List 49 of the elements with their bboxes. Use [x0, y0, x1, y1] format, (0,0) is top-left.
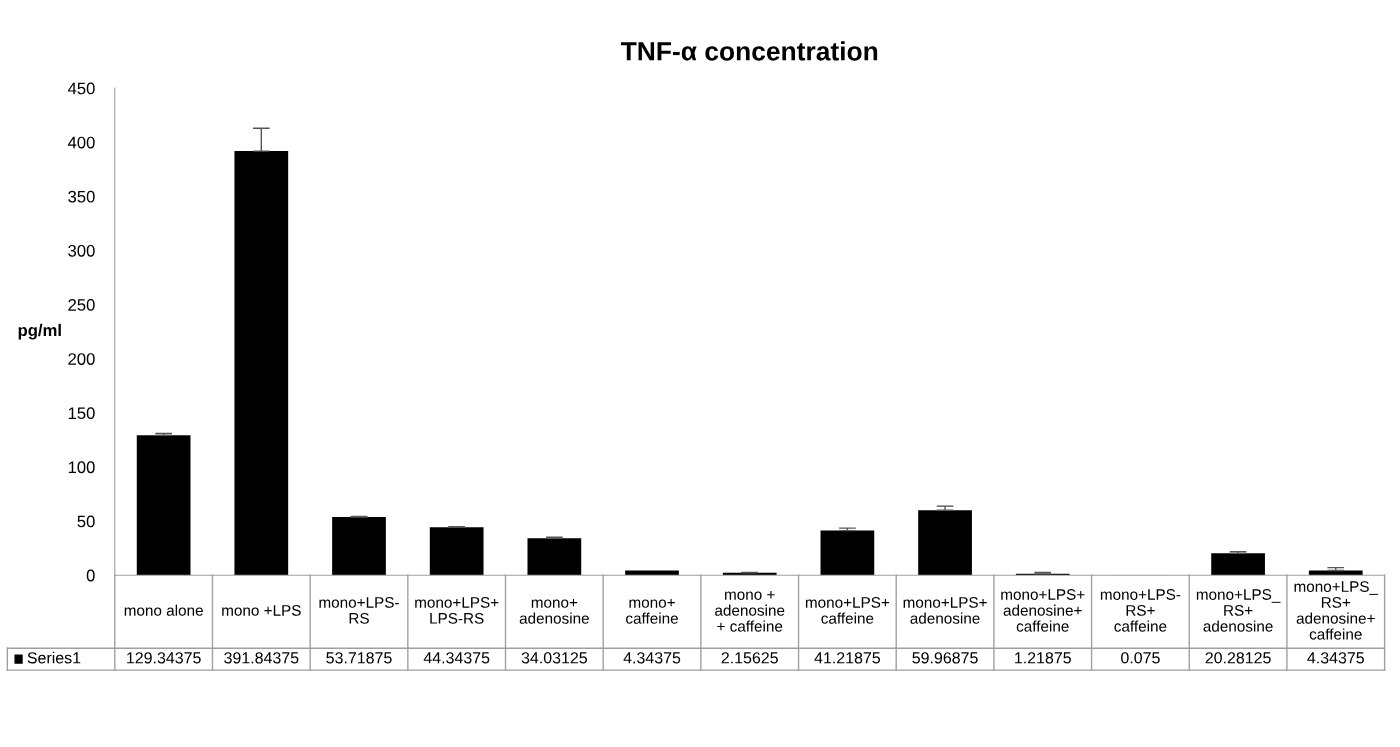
y-tick-label: 0: [86, 569, 95, 582]
data-label: 1.21875: [1015, 652, 1071, 664]
x-tick-label: mono +LPS: [222, 605, 301, 616]
y-tick-label: 200: [68, 353, 95, 365]
y-tick-label: 350: [68, 190, 95, 203]
bar: [820, 530, 875, 576]
y-axis-title: pg/ml: [18, 323, 61, 340]
bar: [1308, 570, 1363, 576]
bar: [429, 527, 484, 576]
data-label: 34.03125: [521, 652, 587, 664]
bar: [625, 570, 679, 576]
legend-label: Series1: [27, 651, 81, 664]
x-tick-label: mono+LPS+adenosine: [903, 597, 987, 624]
y-tick-label: 100: [68, 461, 95, 474]
data-label: 0.075: [1121, 652, 1160, 664]
data-label: 53.71875: [326, 652, 392, 664]
x-tick-label: mono+caffeine: [626, 598, 678, 624]
data-label: 391.84375: [224, 652, 299, 664]
x-tick-label: mono+LPS+adenosine+caffeine: [1001, 589, 1085, 632]
data-label: 4.34375: [1307, 652, 1364, 664]
x-tick-label: mono+LPS+caffeine: [805, 597, 890, 624]
bar: [918, 510, 972, 576]
bar: [234, 151, 289, 576]
data-label: 44.34375: [423, 652, 490, 664]
data-label: 41.21875: [814, 652, 881, 664]
bar: [1211, 553, 1265, 576]
y-tick-label: 50: [77, 515, 95, 528]
bar: [332, 517, 386, 576]
x-tick-label: mono+LPS+LPS-RS: [415, 597, 499, 624]
y-tick-label: 300: [68, 244, 95, 257]
data-label: 4.34375: [623, 652, 681, 664]
y-tick-label: 150: [68, 407, 95, 420]
y-tick-label: 400: [67, 136, 95, 149]
x-tick-label: mono+LPS-RS+caffeine: [1100, 589, 1181, 632]
bar: [136, 435, 191, 576]
bar: [527, 538, 582, 576]
data-label: 2.15625: [721, 652, 778, 664]
x-tick-label: mono +adenosine + caffeine: [715, 590, 785, 632]
x-tick-label: mono alone: [124, 604, 203, 616]
data-label: 59.96875: [912, 652, 978, 664]
y-tick-label: 250: [68, 299, 95, 311]
x-tick-label: mono+adenosine: [519, 598, 589, 624]
x-tick-label: mono+LPS-RS: [319, 597, 399, 624]
y-tick-label: 450: [67, 82, 95, 95]
x-tick-label: mono+LPS_RS+adenosine+caffeine: [1294, 581, 1379, 640]
x-tick-label: mono+LPS_RS+adenosine: [1196, 589, 1281, 632]
chart-title: TNF-α concentration: [620, 41, 878, 61]
data-label: 129.34375: [127, 652, 201, 664]
data-label: 20.28125: [1205, 652, 1271, 664]
